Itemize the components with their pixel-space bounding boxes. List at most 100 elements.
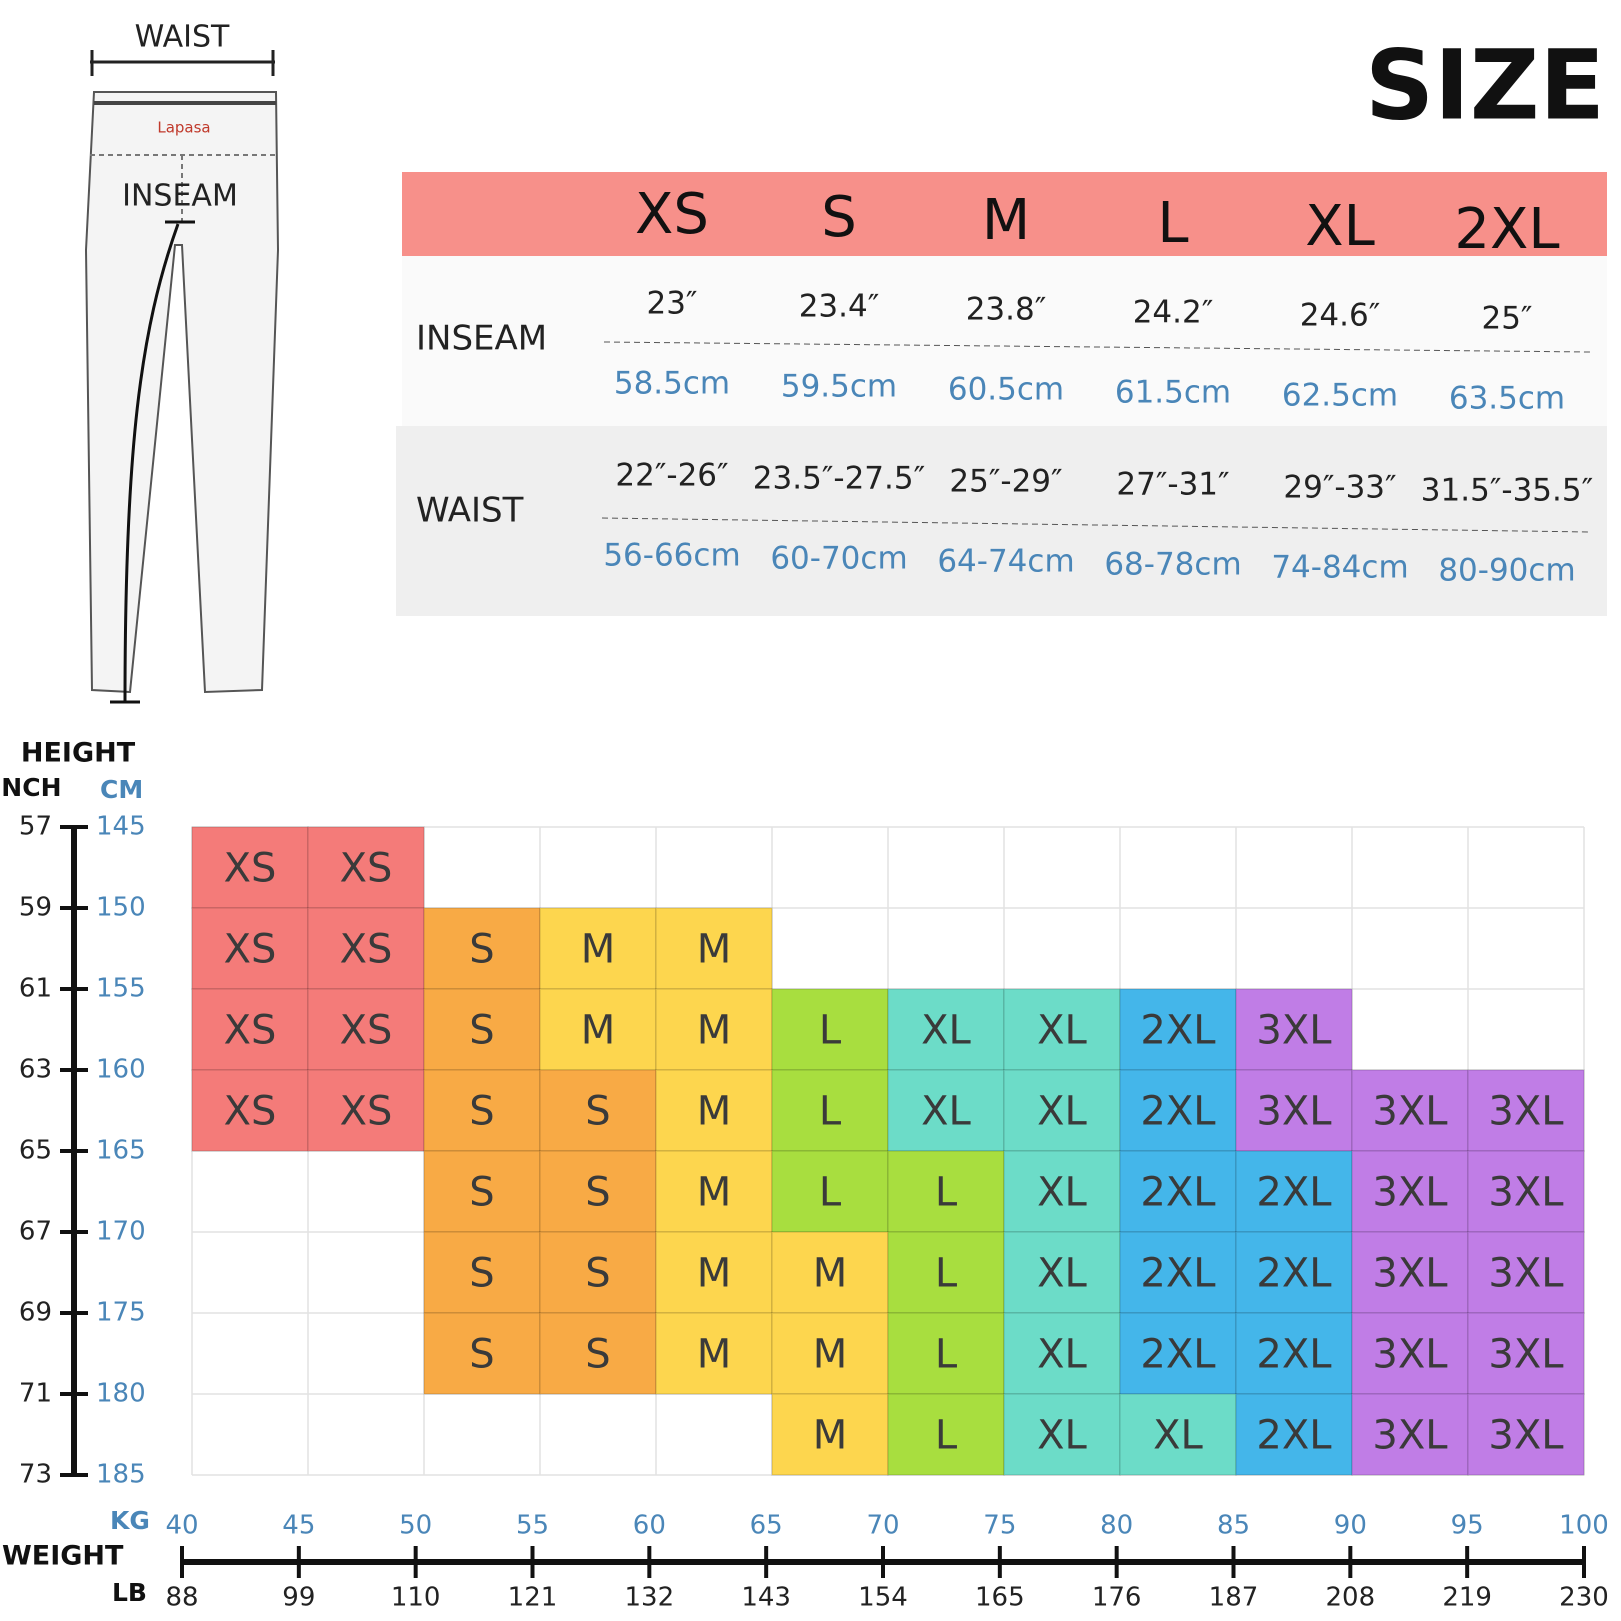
fit-size: XL — [1037, 1332, 1087, 1378]
weight-lb: 208 — [1326, 1583, 1376, 1613]
weight-lb: 110 — [391, 1583, 441, 1613]
height-cm: 165 — [96, 1136, 146, 1166]
weight-kg: 70 — [866, 1511, 899, 1541]
fit-size: M — [697, 1251, 732, 1297]
fit-size: S — [469, 1251, 494, 1297]
fit-size: XL — [1037, 1251, 1087, 1297]
height-inch: 61 — [19, 974, 52, 1004]
fit-size: L — [935, 1170, 958, 1216]
cm-value: 60.5cm — [948, 372, 1064, 408]
fit-size: XL — [1037, 1089, 1087, 1135]
fit-size: 3XL — [1372, 1332, 1448, 1378]
fit-cell — [1351, 1393, 1469, 1476]
fit-size: M — [581, 1008, 616, 1054]
fit-size: M — [697, 927, 732, 973]
weight-lb: 165 — [975, 1583, 1025, 1613]
weight-lb: 143 — [741, 1583, 791, 1613]
fit-size: S — [469, 1332, 494, 1378]
weight-lb: 154 — [858, 1583, 908, 1613]
height-inch: 63 — [19, 1055, 52, 1085]
fit-cell — [1003, 1312, 1121, 1395]
fit-cell — [1003, 1231, 1121, 1314]
height-cm: 185 — [96, 1460, 146, 1490]
weight-kg: 100 — [1559, 1511, 1609, 1541]
fit-size: S — [469, 1170, 494, 1216]
fit-size: 2XL — [1140, 1332, 1216, 1378]
height-cm: 175 — [96, 1298, 146, 1328]
fit-cell — [1003, 1393, 1121, 1476]
inch-value: 23.4″ — [799, 289, 880, 325]
fit-size: 3XL — [1256, 1089, 1332, 1135]
fit-size: M — [581, 927, 616, 973]
weight-kg: 75 — [983, 1511, 1016, 1541]
row-divider — [603, 341, 1591, 353]
fit-size: S — [585, 1251, 610, 1297]
inch-unit: INCH — [0, 773, 62, 802]
fit-size: XS — [340, 846, 393, 892]
fit-cell — [1467, 1393, 1585, 1476]
weight-lb: 132 — [625, 1583, 675, 1613]
inch-value: 23.5″-27.5″ — [753, 461, 925, 497]
fit-size: M — [813, 1413, 848, 1459]
inch-value: 25″-29″ — [949, 464, 1062, 500]
weight-lb: 99 — [282, 1583, 315, 1613]
fit-cell — [771, 1150, 889, 1233]
cm-value: 63.5cm — [1449, 381, 1565, 417]
brand: Lapasa — [157, 119, 210, 137]
fit-size: L — [935, 1332, 958, 1378]
weight-kg: 65 — [750, 1511, 783, 1541]
size-header: L — [1157, 191, 1188, 256]
fit-size: XS — [340, 1089, 393, 1135]
fit-size: XL — [1037, 1170, 1087, 1216]
fit-cell — [887, 1312, 1005, 1395]
inch-value: 23.8″ — [966, 292, 1047, 328]
height-inch: 67 — [19, 1217, 52, 1247]
fit-size: S — [469, 1089, 494, 1135]
fit-size: S — [469, 1008, 494, 1054]
fit-cell — [539, 1069, 657, 1152]
weight-kg: 50 — [399, 1511, 432, 1541]
height-cm: 170 — [96, 1217, 146, 1247]
fit-size: XS — [340, 927, 393, 973]
cm-value: 59.5cm — [781, 369, 897, 405]
row-label: INSEAM — [416, 319, 547, 359]
weight-kg: 40 — [165, 1511, 198, 1541]
fit-size: L — [935, 1413, 958, 1459]
fit-cell — [887, 1231, 1005, 1314]
fit-cell — [1351, 1312, 1469, 1395]
fit-cell — [191, 988, 309, 1071]
fit-size: XS — [340, 1008, 393, 1054]
cm-value: 56-66cm — [603, 538, 740, 574]
cm-value: 58.5cm — [614, 366, 730, 402]
fit-size: 3XL — [1372, 1251, 1448, 1297]
fit-cell — [1235, 1393, 1353, 1476]
fit-cell — [191, 907, 309, 990]
inseam-label: INSEAM — [122, 179, 238, 214]
fit-size: L — [935, 1251, 958, 1297]
fit-size: S — [585, 1170, 610, 1216]
fit-cell — [423, 1312, 541, 1395]
cm-unit: CM — [100, 775, 143, 804]
fit-size: M — [697, 1008, 732, 1054]
fit-size: XS — [224, 927, 277, 973]
fit-cell — [771, 988, 889, 1071]
size-header: 2XL — [1454, 197, 1559, 262]
size-header: XL — [1305, 194, 1375, 259]
lb-unit: LB — [112, 1578, 147, 1607]
fit-size: 2XL — [1140, 1170, 1216, 1216]
table-header — [402, 172, 1607, 256]
fit-size: XL — [1153, 1413, 1203, 1459]
weight-lb: 88 — [165, 1583, 198, 1613]
fit-size: 2XL — [1140, 1089, 1216, 1135]
fit-size: M — [813, 1251, 848, 1297]
fit-cell — [1467, 1069, 1585, 1152]
fit-size: 3XL — [1488, 1089, 1564, 1135]
fit-cell — [771, 1393, 889, 1476]
cm-value: 68-78cm — [1104, 547, 1241, 583]
inch-value: 23″ — [646, 286, 697, 322]
weight-lb: 187 — [1209, 1583, 1259, 1613]
cm-value: 60-70cm — [770, 541, 907, 577]
weight-kg: 95 — [1451, 1511, 1484, 1541]
